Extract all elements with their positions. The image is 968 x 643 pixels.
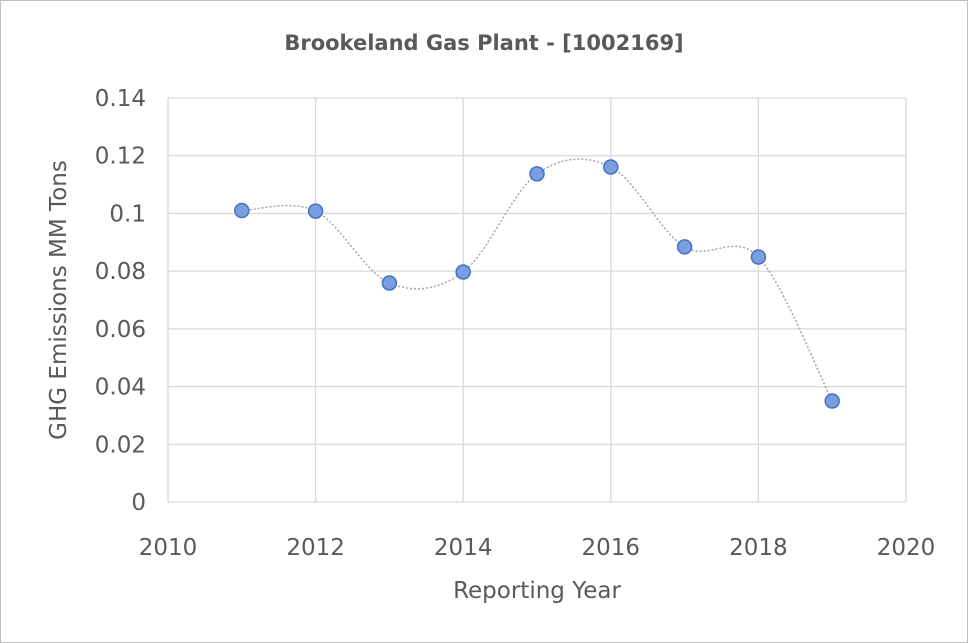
chart-title: Brookeland Gas Plant - [1002169] <box>284 31 683 55</box>
y-tick-label: 0.04 <box>95 375 146 401</box>
data-point <box>529 166 545 182</box>
data-point <box>824 393 840 409</box>
y-tick-label: 0.14 <box>95 86 146 112</box>
data-point <box>381 275 398 291</box>
y-tick-label: 0.1 <box>109 201 146 227</box>
y-tick-label: 0.12 <box>95 144 146 170</box>
x-axis-label: Reporting Year <box>453 578 621 604</box>
x-tick-label: 2010 <box>139 535 198 561</box>
x-tick-label: 2014 <box>434 535 493 561</box>
data-point <box>234 202 250 219</box>
data-point <box>676 239 693 255</box>
x-tick-label: 2018 <box>729 535 788 561</box>
y-tick-label: 0.06 <box>95 317 146 343</box>
y-tick-label: 0 <box>131 490 146 516</box>
y-tick-label: 0.08 <box>95 259 146 285</box>
x-tick-label: 2020 <box>877 535 936 561</box>
data-point <box>307 203 324 219</box>
x-tick-label: 2012 <box>286 535 345 561</box>
y-tick-label: 0.02 <box>95 432 146 458</box>
x-tick-label: 2016 <box>582 535 641 561</box>
data-point <box>750 249 767 265</box>
y-axis-label: GHG Emissions MM Tons <box>46 160 72 440</box>
data-point <box>603 159 619 175</box>
data-point <box>455 264 471 280</box>
series-line <box>241 158 833 402</box>
